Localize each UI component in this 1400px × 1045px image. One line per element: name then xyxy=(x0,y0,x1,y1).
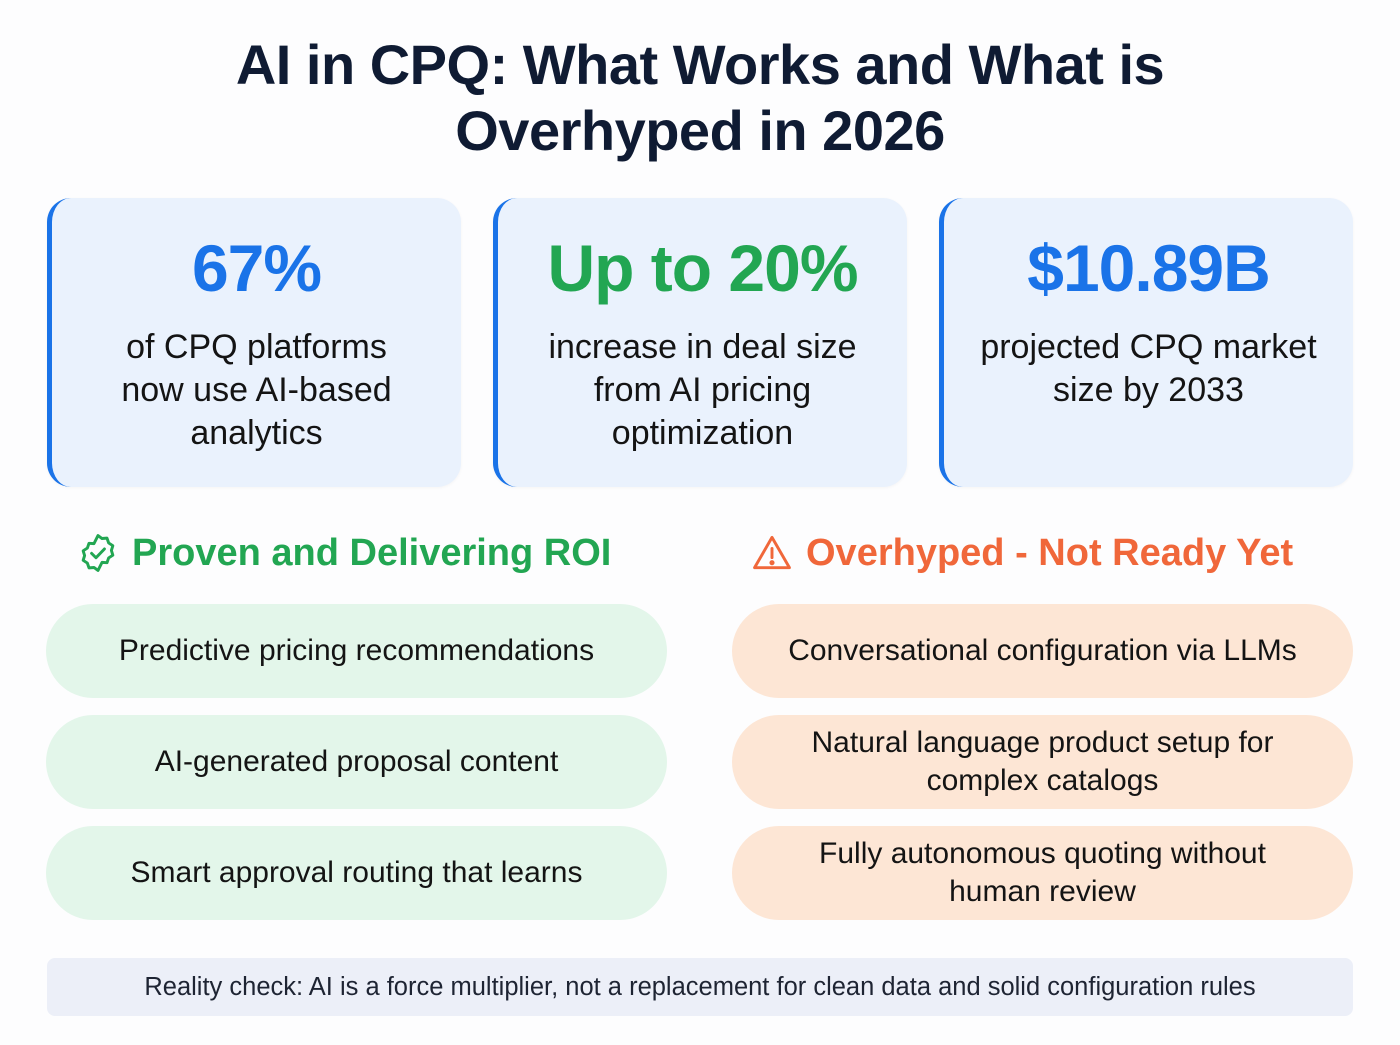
title-line-1: AI in CPQ: What Works and What is xyxy=(235,33,1165,96)
page-title: AI in CPQ: What Works and What is Overhy… xyxy=(0,32,1400,164)
stat-card-market-size: $10.89B projected CPQ market size by 203… xyxy=(939,198,1353,487)
proven-item: AI-generated proposal content xyxy=(46,715,667,809)
overhyped-item: Conversational configuration via LLMs xyxy=(732,604,1353,698)
overhyped-item: Fully autonomous quoting without human r… xyxy=(732,826,1353,920)
proven-heading-text: Proven and Delivering ROI xyxy=(132,532,612,574)
stat-card-deal-size: Up to 20% increase in deal size from AI … xyxy=(493,198,907,487)
stat-card-ai-analytics: 67% of CPQ platforms now use AI-based an… xyxy=(47,198,461,487)
stat-value: $10.89B xyxy=(1027,231,1271,305)
badge-check-icon xyxy=(81,534,115,572)
title-line-2: Overhyped in 2026 xyxy=(455,99,945,162)
warning-triangle-icon xyxy=(753,535,791,570)
stat-description: increase in deal size from AI pricing op… xyxy=(548,328,857,452)
overhyped-heading: Overhyped - Not Ready Yet xyxy=(750,528,1293,578)
reality-check-note: Reality check: AI is a force multiplier,… xyxy=(47,958,1353,1016)
proven-heading: Proven and Delivering ROI xyxy=(76,528,611,578)
overhyped-item: Natural language product setup for compl… xyxy=(732,715,1353,809)
proven-item: Smart approval routing that learns xyxy=(46,826,667,920)
proven-item: Predictive pricing recommendations xyxy=(46,604,667,698)
stat-value: 67% xyxy=(191,231,322,305)
stat-value: Up to 20% xyxy=(547,231,858,305)
stat-description: of CPQ platforms now use AI-based analyt… xyxy=(121,328,392,452)
stat-description: projected CPQ market size by 2033 xyxy=(980,328,1317,409)
overhyped-heading-text: Overhyped - Not Ready Yet xyxy=(806,532,1294,574)
